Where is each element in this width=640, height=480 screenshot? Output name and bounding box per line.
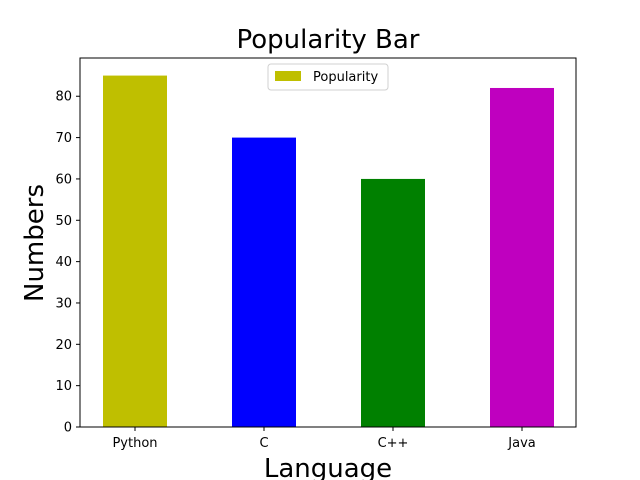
bars-group [103,75,554,428]
y-axis-ticks: 0 10 20 30 40 50 60 70 80 [55,90,80,436]
bar-java [490,87,554,427]
bar-cplusplus [361,178,425,427]
x-tick-label: Java [507,436,535,451]
x-axis-label: Language [264,454,392,480]
legend-box [267,63,389,91]
y-axis-label: Numbers [20,184,50,302]
x-tick-label: Python [112,436,157,451]
chart-title: Popularity Bar [236,25,419,55]
legend-label-popularity: Popularity [313,70,378,85]
y-tick-label: 20 [55,338,72,353]
x-tick-label: C [259,436,268,451]
y-tick-label: 70 [55,131,72,146]
legend: Popularity [267,63,389,91]
y-tick-label: 0 [64,421,72,436]
y-tick-label: 10 [55,379,72,394]
y-tick-label: 40 [55,255,72,270]
y-tick-label: 60 [55,172,72,187]
legend-swatch [275,71,301,81]
y-tick-label: 30 [55,296,72,311]
x-tick-label: C++ [378,436,409,451]
y-tick-label: 50 [55,214,72,229]
bar-c [232,137,296,427]
y-tick-label: 80 [55,90,72,105]
bar-python [103,75,167,428]
x-axis-ticks: Python C C++ Java [112,427,536,451]
plot-frame [79,57,577,428]
